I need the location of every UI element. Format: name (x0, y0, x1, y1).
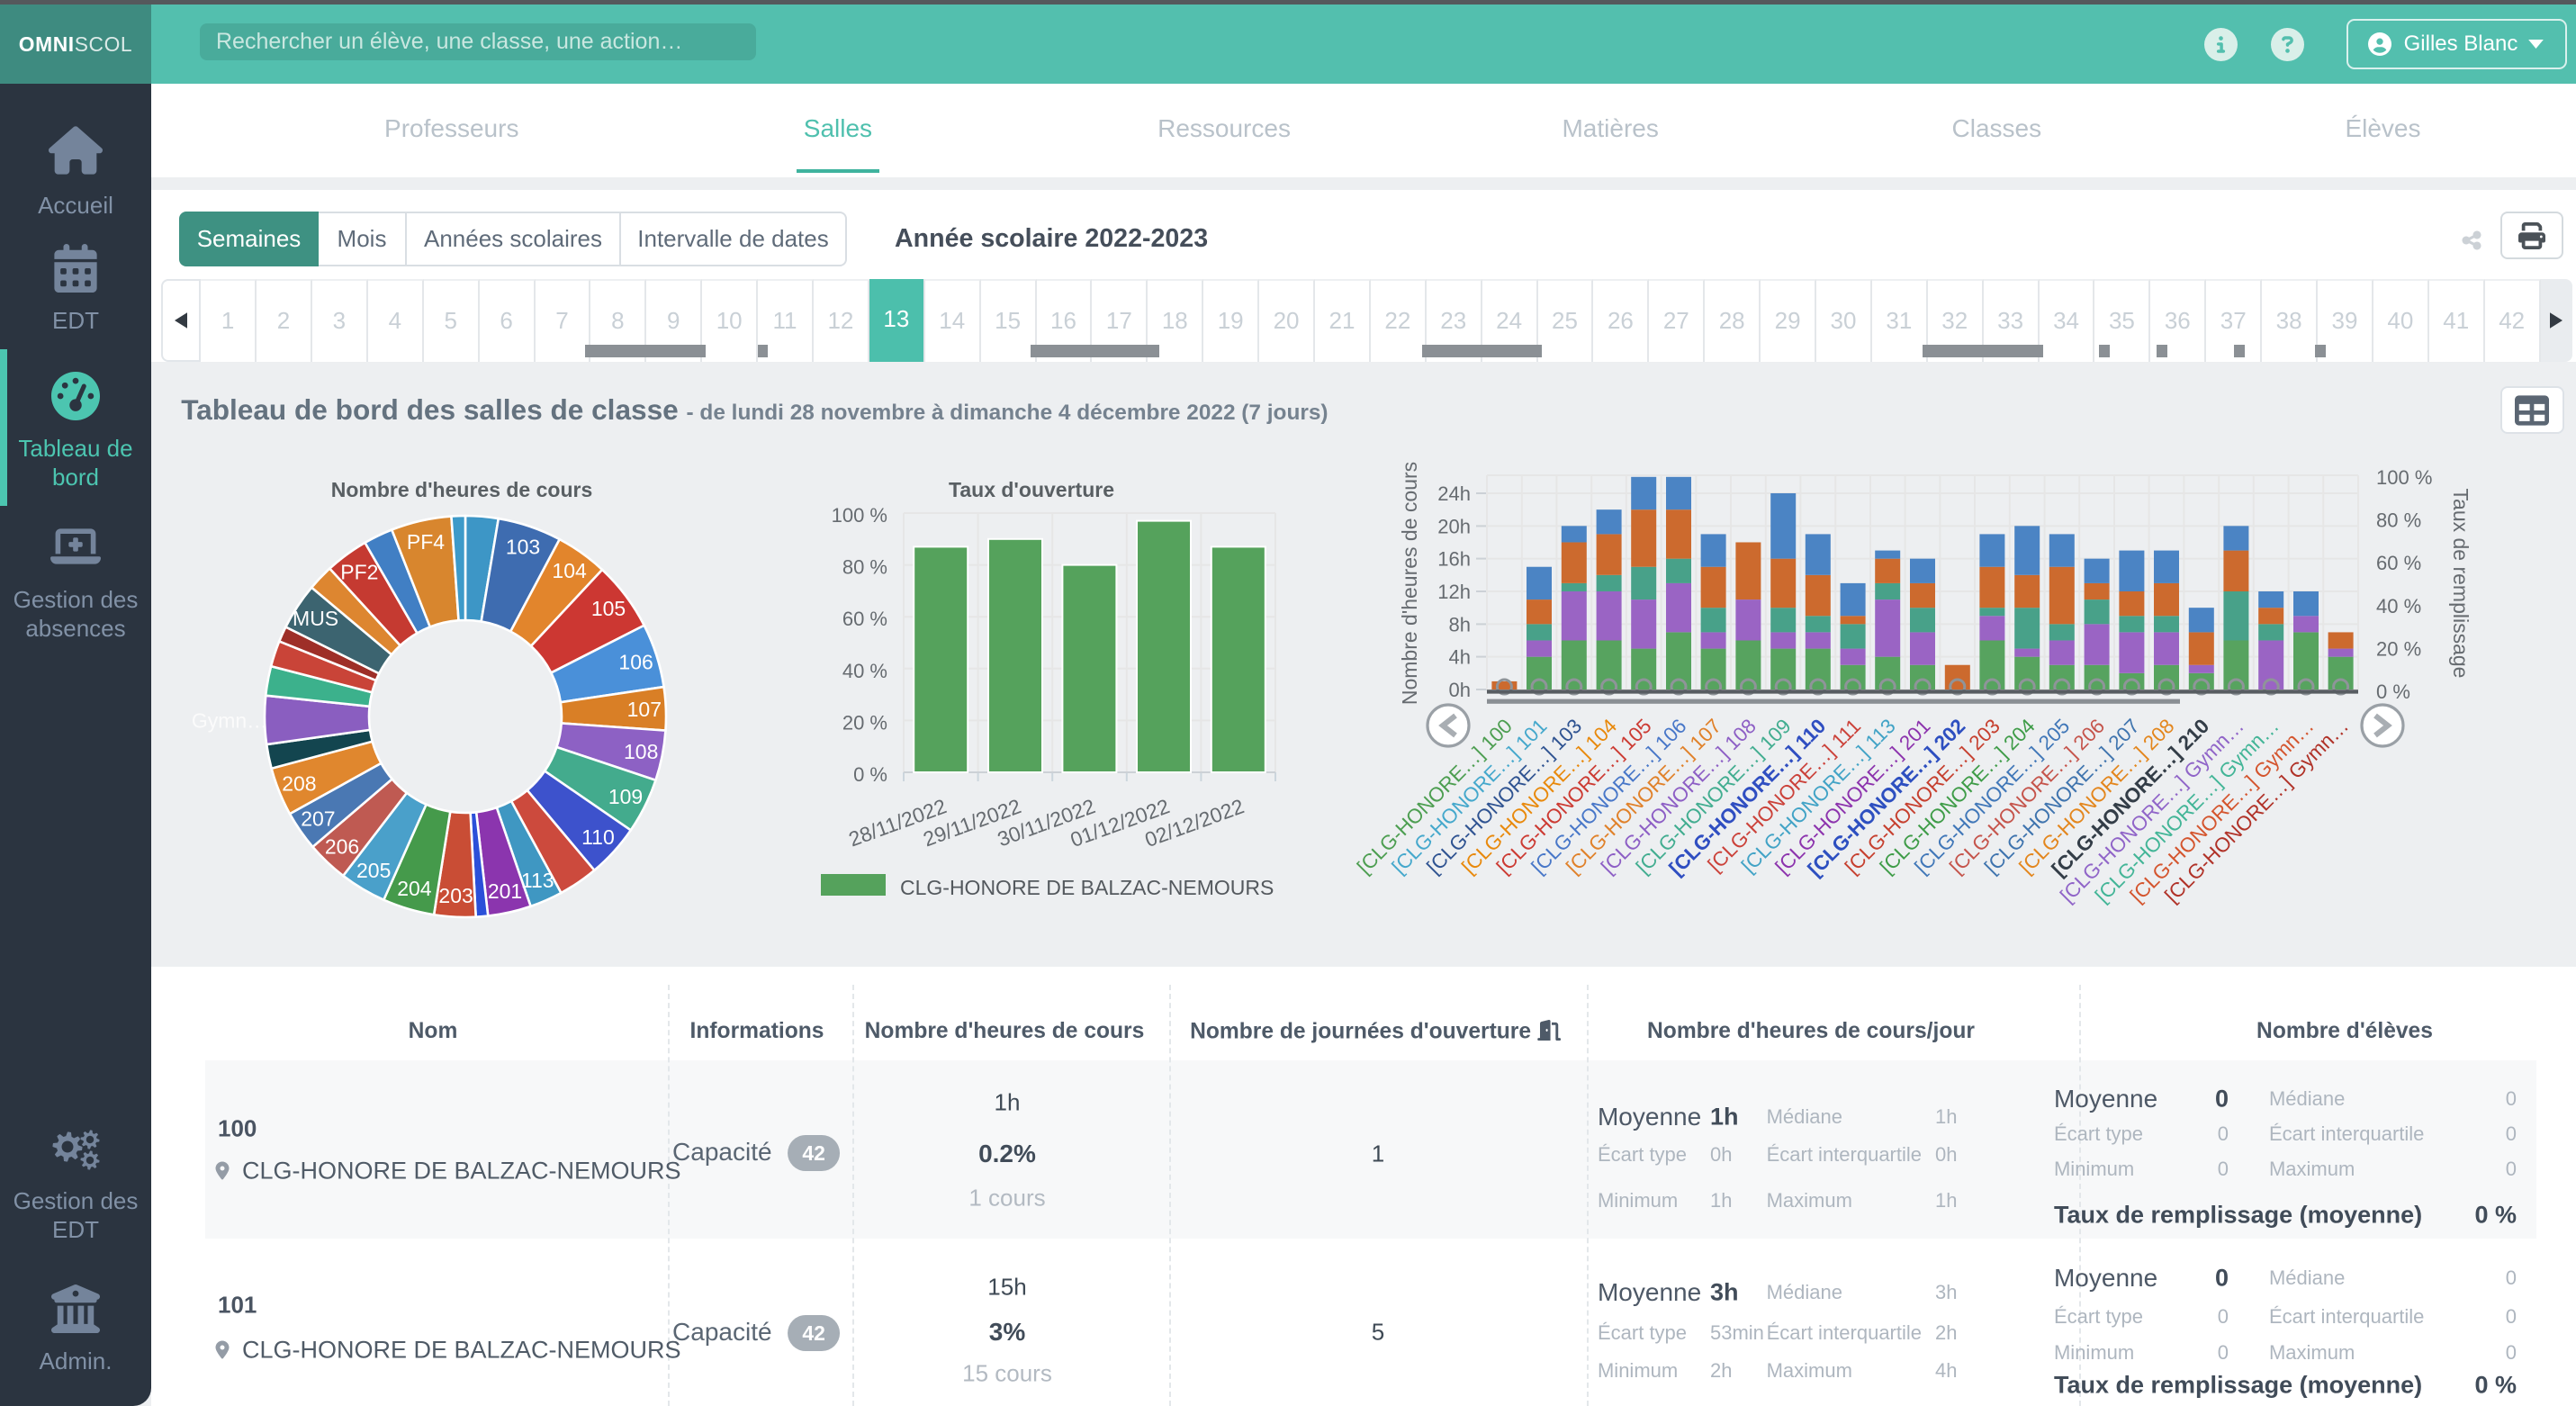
svg-text:110: 110 (581, 825, 615, 849)
svg-text:16h: 16h (1437, 548, 1471, 571)
svg-text:108: 108 (624, 740, 658, 763)
svg-text:Nombre d'heures de cours: Nombre d'heures de cours (1398, 462, 1421, 705)
svg-text:Gymn…: Gymn… (192, 709, 267, 733)
svg-text:0h: 0h (1449, 679, 1471, 701)
svg-text:0 %: 0 % (2376, 680, 2410, 703)
svg-text:0 %: 0 % (853, 763, 887, 786)
svg-text:109: 109 (608, 785, 643, 808)
svg-text:PF2: PF2 (340, 561, 378, 584)
svg-text:103: 103 (506, 536, 540, 559)
svg-text:201: 201 (488, 879, 522, 903)
svg-text:CLG-HONORE DE BALZAC-NEMOURS: CLG-HONORE DE BALZAC-NEMOURS (900, 876, 1274, 899)
svg-text:Nombre d'heures de cours: Nombre d'heures de cours (331, 478, 593, 501)
svg-text:107: 107 (627, 698, 662, 721)
svg-text:204: 204 (397, 877, 432, 900)
svg-text:203: 203 (438, 884, 473, 907)
svg-text:24h: 24h (1437, 482, 1471, 505)
svg-text:12h: 12h (1437, 581, 1471, 603)
svg-text:206: 206 (325, 834, 359, 858)
svg-text:60 %: 60 % (2376, 552, 2421, 574)
svg-text:60 %: 60 % (842, 608, 887, 630)
svg-text:4h: 4h (1449, 646, 1471, 669)
svg-text:PF4: PF4 (407, 530, 445, 554)
svg-text:205: 205 (356, 859, 391, 882)
svg-text:113: 113 (521, 869, 554, 892)
svg-text:MUS: MUS (293, 607, 338, 630)
svg-text:80 %: 80 % (2376, 509, 2421, 532)
svg-text:20h: 20h (1437, 515, 1471, 537)
svg-text:20 %: 20 % (842, 711, 887, 734)
svg-text:Taux d'ouverture: Taux d'ouverture (949, 478, 1114, 501)
svg-text:106: 106 (618, 650, 653, 673)
svg-text:40 %: 40 % (842, 660, 887, 682)
svg-text:100 %: 100 % (832, 504, 887, 527)
svg-text:105: 105 (591, 597, 626, 620)
svg-text:80 %: 80 % (842, 556, 887, 579)
svg-text:40 %: 40 % (2376, 595, 2421, 617)
svg-text:207: 207 (301, 807, 335, 830)
svg-text:104: 104 (552, 559, 587, 582)
svg-text:20 %: 20 % (2376, 637, 2421, 660)
svg-text:100 %: 100 % (2376, 466, 2432, 489)
svg-text:Taux de remplissage: Taux de remplissage (2449, 489, 2472, 679)
svg-text:8h: 8h (1449, 613, 1471, 635)
svg-text:208: 208 (282, 772, 316, 796)
